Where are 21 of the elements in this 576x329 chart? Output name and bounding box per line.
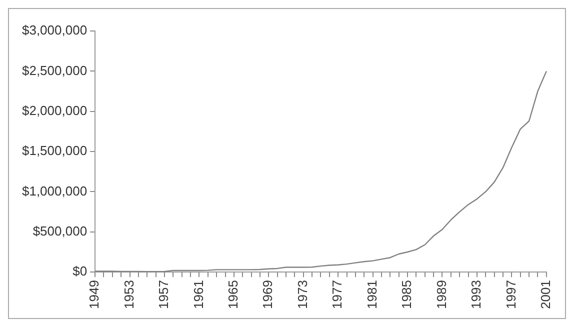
x-tick-label: 1977 bbox=[330, 280, 345, 309]
x-tick-label: 1993 bbox=[468, 280, 484, 309]
y-tick-label: $1,000,000 bbox=[22, 183, 88, 198]
x-tick-label: 1989 bbox=[434, 280, 449, 309]
y-tick-label: $0 bbox=[72, 264, 88, 279]
y-tick-label: $500,000 bbox=[32, 223, 88, 238]
x-tick-label: 1957 bbox=[156, 280, 172, 309]
x-tick-label: 1997 bbox=[503, 280, 518, 309]
y-tick-label: $2,000,000 bbox=[22, 102, 88, 118]
x-tick-label: 1985 bbox=[399, 280, 414, 309]
y-tick-label: $3,000,000 bbox=[22, 22, 88, 38]
x-tick-label: 1949 bbox=[86, 280, 102, 309]
x-tick-label: 2001 bbox=[538, 280, 553, 309]
x-tick-label: 1973 bbox=[294, 280, 310, 309]
x-tick-label: 1961 bbox=[190, 280, 206, 309]
y-tick-label: $1,500,000 bbox=[22, 143, 88, 158]
x-tick-label: 1969 bbox=[260, 280, 276, 309]
x-tick-label: 1965 bbox=[226, 280, 241, 309]
y-tick-label: $2,500,000 bbox=[22, 62, 88, 78]
x-tick-label: 1953 bbox=[121, 280, 136, 309]
x-tick-label: 1981 bbox=[364, 280, 380, 309]
